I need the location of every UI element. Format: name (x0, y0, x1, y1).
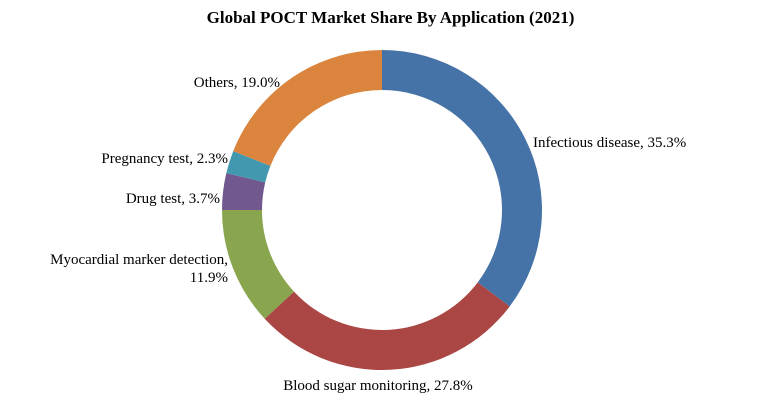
slice-drug-test (222, 173, 266, 210)
slice-labels: Infectious disease, 35.3% Blood sugar mon… (50, 75, 686, 394)
donut-slices (222, 50, 542, 371)
slice-infectious-disease (382, 50, 542, 307)
label-blood-sugar-monitoring: Blood sugar monitoring, 27.8% (283, 378, 473, 394)
label-pregnancy-test: Pregnancy test, 2.3% (101, 151, 228, 167)
slice-myocardial-marker-detection (222, 210, 295, 319)
chart-title: Global POCT Market Share By Application … (206, 8, 575, 27)
label-others: Others, 19.0% (194, 75, 280, 91)
slice-blood-sugar-monitoring (264, 282, 510, 371)
slice-pregnancy-test (226, 151, 271, 183)
label-myocardial-marker-detection: Myocardial marker detection, 11.9% (50, 252, 228, 286)
slice-others (233, 50, 382, 166)
label-infectious-disease: Infectious disease, 35.3% (533, 135, 686, 151)
label-drug-test: Drug test, 3.7% (126, 191, 220, 207)
